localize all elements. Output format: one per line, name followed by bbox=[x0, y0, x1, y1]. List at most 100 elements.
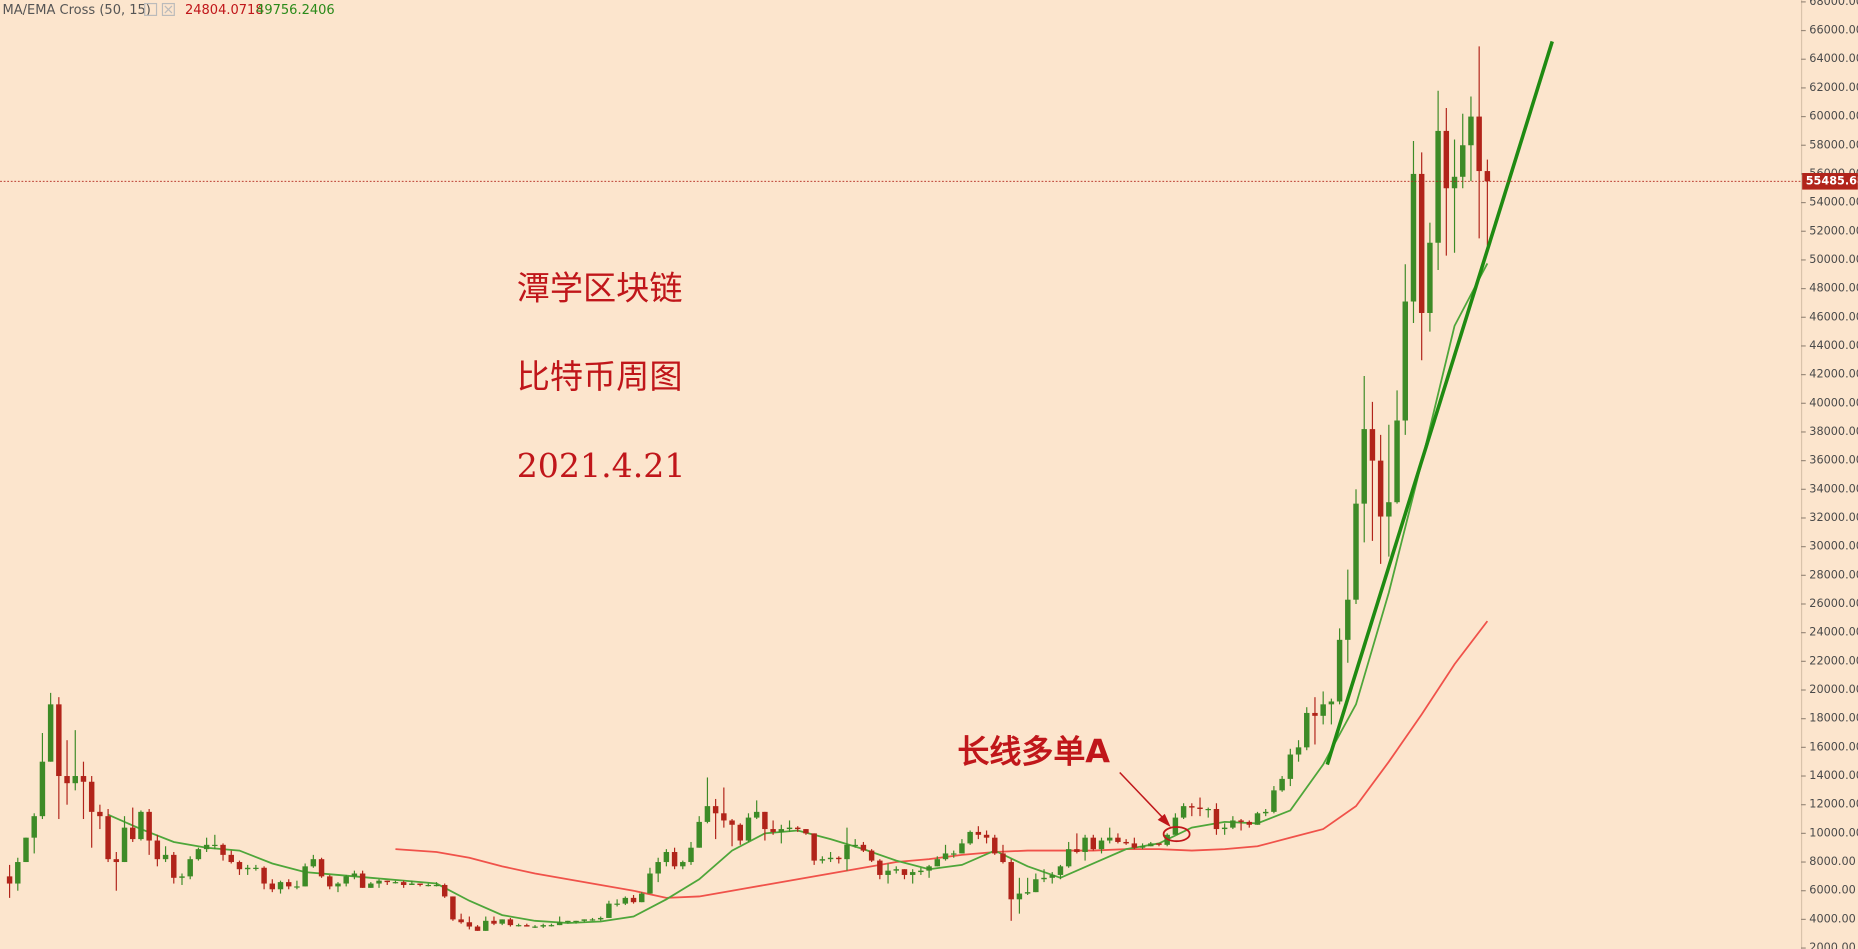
candle-body bbox=[1443, 130, 1450, 189]
y-tick-label: 6000.00 bbox=[1809, 884, 1856, 897]
candle-body bbox=[154, 840, 161, 860]
candle-body bbox=[105, 816, 111, 860]
y-tick-label: 22000.00 bbox=[1809, 654, 1858, 667]
y-tick-label: 58000.00 bbox=[1809, 138, 1858, 151]
candle-body bbox=[483, 920, 489, 931]
candle-body bbox=[688, 847, 694, 863]
candle-body bbox=[581, 919, 588, 921]
candle-body bbox=[1074, 849, 1080, 853]
candle-body bbox=[909, 872, 916, 875]
candle-body bbox=[195, 849, 202, 860]
candle-body bbox=[696, 821, 702, 848]
y-tick-label: 24000.00 bbox=[1809, 626, 1858, 639]
close-icon[interactable] bbox=[161, 2, 175, 16]
candle-body bbox=[647, 873, 653, 894]
legend-value: 24804.0718 bbox=[185, 3, 264, 18]
candle-body bbox=[1427, 242, 1433, 313]
candle-body bbox=[942, 853, 949, 860]
candle-body bbox=[1008, 862, 1014, 900]
candle-body bbox=[885, 870, 891, 875]
y-tick-label: 16000.00 bbox=[1809, 740, 1858, 753]
candle-body bbox=[1115, 837, 1121, 842]
annotation: 比特币周图 bbox=[517, 357, 683, 396]
candle-body bbox=[1386, 502, 1392, 517]
candle-body bbox=[88, 781, 95, 812]
candle-body bbox=[417, 883, 423, 885]
candle-body bbox=[392, 882, 399, 884]
y-tick-label: 2000.00 bbox=[1809, 941, 1856, 949]
settings-icon[interactable] bbox=[144, 2, 158, 16]
candle-body bbox=[1238, 820, 1244, 822]
candle-body bbox=[146, 811, 152, 841]
candle-body bbox=[1106, 837, 1113, 841]
candle-body bbox=[1271, 790, 1277, 812]
candle-body bbox=[253, 867, 259, 869]
candle-body bbox=[573, 920, 579, 923]
candle-body bbox=[721, 813, 727, 821]
candle-body bbox=[1279, 778, 1285, 791]
plot-area bbox=[0, 40, 1801, 931]
candle-body bbox=[893, 869, 899, 871]
close-cross bbox=[164, 5, 173, 14]
candle-body bbox=[384, 880, 390, 883]
candle-body bbox=[1418, 173, 1425, 313]
candle-body bbox=[6, 876, 13, 884]
candle-body bbox=[532, 926, 538, 928]
candle-body bbox=[433, 884, 440, 887]
candle-body bbox=[786, 827, 793, 830]
candle-body bbox=[1345, 599, 1351, 640]
candle-body bbox=[409, 883, 415, 885]
candle-body bbox=[294, 886, 300, 888]
candle-body bbox=[1098, 840, 1105, 850]
y-tick-label: 8000.00 bbox=[1809, 855, 1856, 868]
candle-body bbox=[1189, 806, 1195, 808]
candle-body bbox=[450, 896, 456, 920]
candle-body bbox=[630, 897, 637, 903]
candle-body bbox=[1024, 892, 1031, 894]
candle-body bbox=[1369, 429, 1376, 461]
price-label-box bbox=[1802, 173, 1858, 190]
candle-body bbox=[877, 860, 883, 875]
candle-body bbox=[959, 843, 965, 854]
candle-body bbox=[302, 866, 308, 887]
y-tick-label: 36000.00 bbox=[1809, 454, 1858, 467]
candle-body bbox=[753, 811, 760, 818]
candle-body bbox=[745, 817, 752, 841]
candle-body bbox=[1205, 808, 1211, 811]
candle-body bbox=[967, 831, 973, 844]
candle-body bbox=[1295, 747, 1302, 755]
candle-body bbox=[1361, 429, 1367, 504]
candle-body bbox=[244, 867, 251, 870]
candle-body bbox=[359, 873, 366, 888]
y-tick-label: 30000.00 bbox=[1809, 540, 1858, 553]
candle-body bbox=[1460, 145, 1466, 177]
highlight-ellipse bbox=[1162, 826, 1191, 843]
candle-body bbox=[113, 859, 120, 863]
candle-body bbox=[663, 852, 670, 863]
candle-body bbox=[1057, 866, 1064, 875]
candle-body bbox=[1377, 460, 1384, 517]
candle-body bbox=[1304, 712, 1310, 748]
candle-body bbox=[778, 829, 785, 832]
candle-body bbox=[819, 859, 826, 861]
candle-body bbox=[565, 920, 571, 923]
candle-body bbox=[983, 834, 990, 838]
annotation-arrow bbox=[1119, 771, 1168, 823]
candle-body bbox=[1451, 176, 1458, 189]
candle-body bbox=[1484, 171, 1491, 182]
y-tick-label: 48000.00 bbox=[1809, 282, 1858, 295]
y-tick-label: 32000.00 bbox=[1809, 511, 1858, 524]
candle-body bbox=[277, 882, 284, 890]
candle-body bbox=[327, 876, 333, 887]
candle-body bbox=[39, 761, 46, 817]
annotation: 长线多单A bbox=[957, 733, 1110, 771]
candle-body bbox=[950, 853, 957, 855]
candle-body bbox=[589, 919, 596, 921]
candle-body bbox=[1197, 807, 1203, 809]
candle-body bbox=[212, 844, 218, 847]
candle-body bbox=[228, 854, 234, 863]
candle-body bbox=[318, 859, 325, 877]
candle-body bbox=[499, 919, 505, 924]
candle-body bbox=[400, 882, 407, 885]
